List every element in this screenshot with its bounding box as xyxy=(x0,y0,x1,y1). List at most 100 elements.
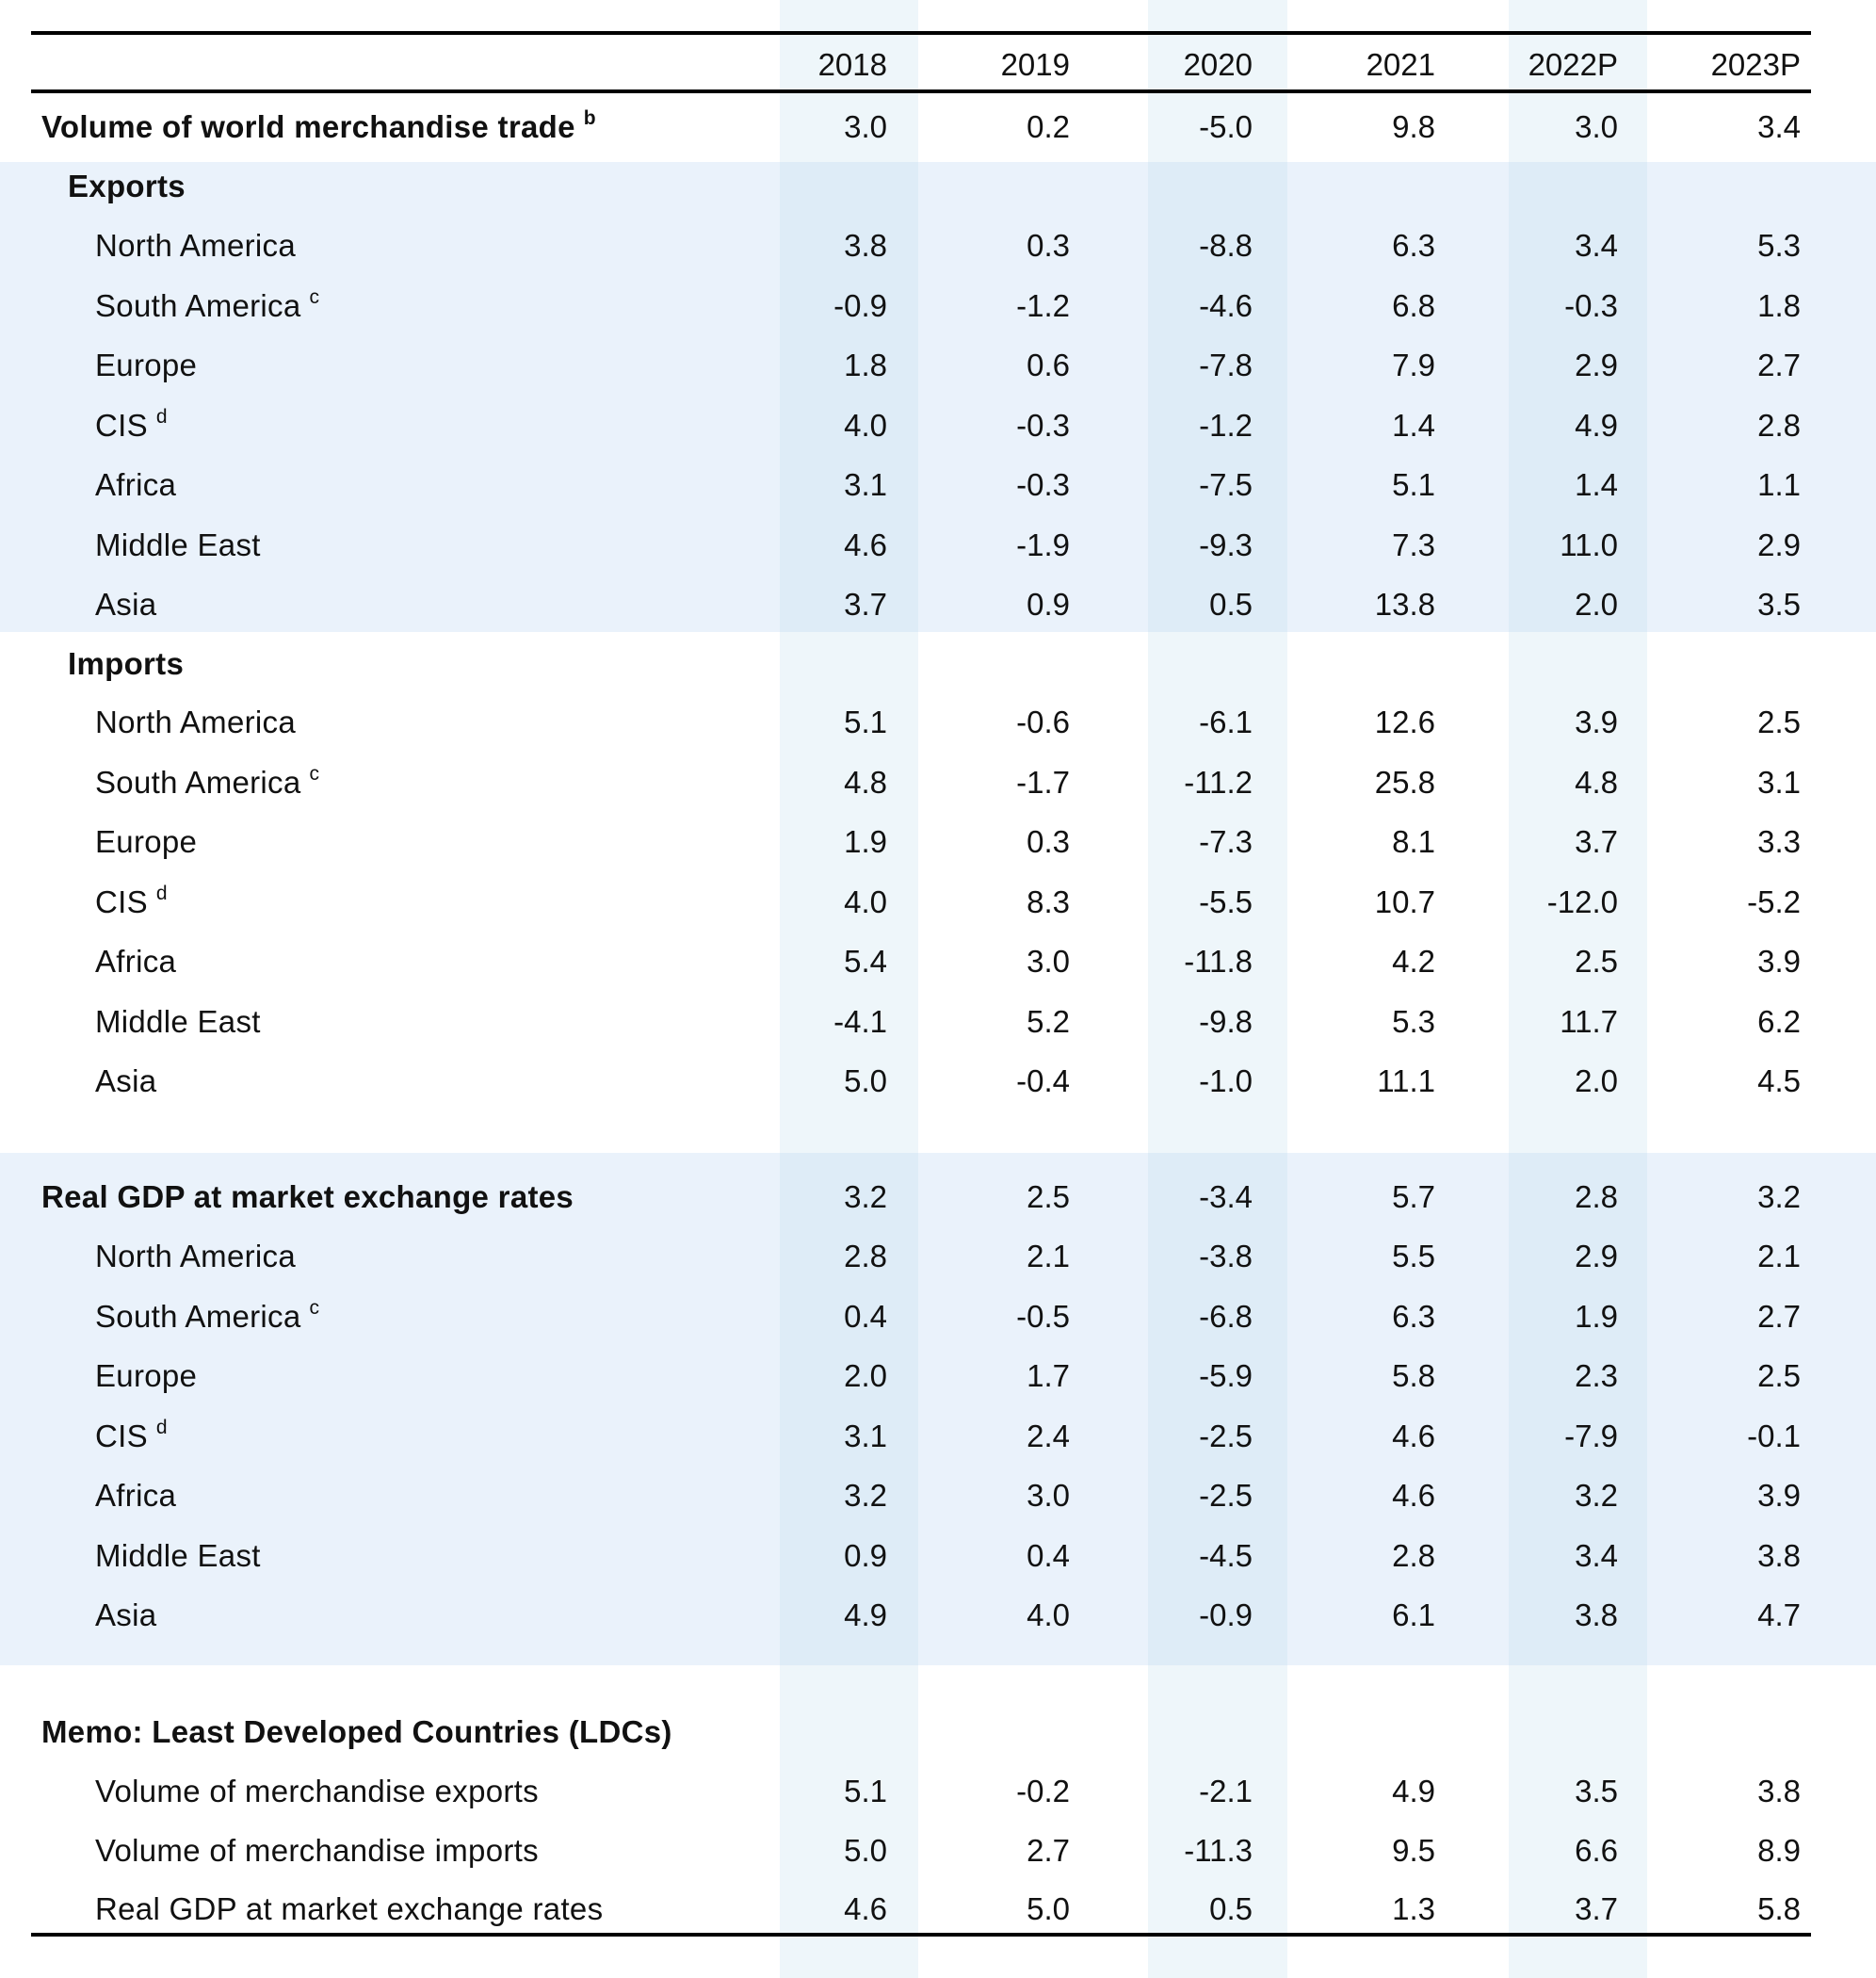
cell-value: 6.3 xyxy=(1392,228,1435,263)
cell-value: 2.5 xyxy=(1757,705,1801,739)
cell-value: 12.6 xyxy=(1374,705,1435,739)
cell-value: -9.8 xyxy=(1199,1004,1253,1039)
footnote-marker: d xyxy=(155,406,168,428)
cell-value: 2.9 xyxy=(1575,1239,1618,1273)
row-label-text: North America xyxy=(95,228,296,263)
row-label: South America c xyxy=(95,276,319,336)
cell-value: 2.7 xyxy=(1757,348,1801,382)
cell-value: 3.7 xyxy=(1575,1891,1618,1926)
cell-value: 4.2 xyxy=(1392,944,1435,979)
cell-value: 1.1 xyxy=(1757,467,1801,502)
cell-value: 4.6 xyxy=(1392,1478,1435,1513)
cell-value: -4.5 xyxy=(1199,1538,1253,1573)
cell-value: -4.1 xyxy=(833,1004,887,1039)
row-label: CIS d xyxy=(95,872,168,932)
cell-value: 2.3 xyxy=(1575,1358,1618,1393)
column-header-2021: 2021 xyxy=(1366,47,1435,82)
cell-value: -0.3 xyxy=(1016,408,1070,443)
cell-value: 0.2 xyxy=(1027,109,1070,144)
exports-row: Middle East 4.6 -1.9 -9.3 7.3 11.0 2.9 xyxy=(0,515,1876,576)
imports-row: Asia 5.0 -0.4 -1.0 11.1 2.0 4.5 xyxy=(0,1051,1876,1111)
imports-row: South America c 4.8 -1.7 -11.2 25.8 4.8 3.1 xyxy=(0,753,1876,813)
cell-value: -1.2 xyxy=(1016,288,1070,323)
cell-value: -0.9 xyxy=(833,288,887,323)
cell-value: 3.9 xyxy=(1757,944,1801,979)
cell-value: 4.9 xyxy=(1392,1774,1435,1808)
row-label: Real GDP at market exchange rates xyxy=(95,1879,603,1939)
imports-heading-row: Imports xyxy=(0,634,1876,694)
cell-value: 7.3 xyxy=(1392,527,1435,562)
row-label-text: North America xyxy=(95,705,296,739)
cell-value: 4.5 xyxy=(1757,1063,1801,1098)
cell-value: -5.5 xyxy=(1199,884,1253,919)
row-label: Middle East xyxy=(95,1526,261,1586)
row-label-text: Middle East xyxy=(95,527,261,562)
row-label: Asia xyxy=(95,1051,156,1111)
row-label-text: Asia xyxy=(95,1063,157,1098)
cell-value: 11.7 xyxy=(1560,1004,1618,1039)
cell-value: 3.9 xyxy=(1575,705,1618,739)
row-label-text: Memo: Least Developed Countries (LDCs) xyxy=(41,1714,672,1749)
cell-value: -5.2 xyxy=(1747,884,1801,919)
row-label: Middle East xyxy=(95,992,261,1052)
row-label: Europe xyxy=(95,1346,197,1406)
cell-value: 3.4 xyxy=(1757,109,1801,144)
world-trade-row: Volume of world merchandise trade b 3.0 0.2… xyxy=(0,97,1876,157)
cell-value: 4.0 xyxy=(1027,1597,1070,1632)
cell-value: -5.0 xyxy=(1199,109,1253,144)
cell-value: -7.9 xyxy=(1564,1419,1618,1453)
footnote-marker: d xyxy=(155,883,168,904)
row-label: Africa xyxy=(95,455,176,515)
cell-value: 3.5 xyxy=(1757,587,1801,622)
cell-value: 25.8 xyxy=(1374,765,1435,800)
cell-value: 5.3 xyxy=(1757,228,1801,263)
cell-value: 4.8 xyxy=(1575,765,1618,800)
cell-value: 2.5 xyxy=(1575,944,1618,979)
column-header-2019: 2019 xyxy=(1000,47,1070,82)
cell-value: 0.5 xyxy=(1209,1891,1253,1926)
row-label: Volume of world merchandise trade b xyxy=(41,97,596,157)
cell-value: -0.4 xyxy=(1016,1063,1070,1098)
cell-value: 3.4 xyxy=(1575,228,1618,263)
exports-heading-row: Exports xyxy=(0,156,1876,217)
cell-value: -2.5 xyxy=(1199,1419,1253,1453)
row-label: Europe xyxy=(95,812,197,872)
row-label: Volume of merchandise imports xyxy=(95,1821,539,1881)
cell-value: 2.8 xyxy=(844,1239,887,1273)
cell-value: -5.9 xyxy=(1199,1358,1253,1393)
row-label: Asia xyxy=(95,1585,156,1646)
cell-value: 11.1 xyxy=(1377,1063,1435,1098)
cell-value: -0.3 xyxy=(1016,467,1070,502)
row-label: Africa xyxy=(95,1466,176,1526)
cell-value: 8.1 xyxy=(1392,824,1435,859)
cell-value: 3.1 xyxy=(1757,765,1801,800)
memo-row: Volume of merchandise imports 5.0 2.7 -11.3… xyxy=(0,1821,1876,1881)
cell-value: 4.6 xyxy=(1392,1419,1435,1453)
cell-value: 3.2 xyxy=(1757,1179,1801,1214)
row-label-text: Middle East xyxy=(95,1004,261,1039)
memo-row: Volume of merchandise exports 5.1 -0.2 -2.1… xyxy=(0,1761,1876,1822)
imports-row: Africa 5.4 3.0 -11.8 4.2 2.5 3.9 xyxy=(0,932,1876,992)
cell-value: 5.5 xyxy=(1392,1239,1435,1273)
cell-value: 4.6 xyxy=(844,527,887,562)
cell-value: 3.2 xyxy=(844,1478,887,1513)
cell-value: 2.0 xyxy=(1575,587,1618,622)
cell-value: 3.4 xyxy=(1575,1538,1618,1573)
row-label-text: North America xyxy=(95,1239,296,1273)
row-label-text: Europe xyxy=(95,1358,198,1393)
cell-value: 3.1 xyxy=(844,467,887,502)
row-label: North America xyxy=(95,216,296,276)
row-label-text: Real GDP at market exchange rates xyxy=(95,1891,604,1926)
cell-value: -9.3 xyxy=(1199,527,1253,562)
cell-value: 3.7 xyxy=(844,587,887,622)
cell-value: 2.8 xyxy=(1392,1538,1435,1573)
exports-row: Europe 1.8 0.6 -7.8 7.9 2.9 2.7 xyxy=(0,335,1876,396)
cell-value: 2.9 xyxy=(1757,527,1801,562)
row-label-text: Middle East xyxy=(95,1538,261,1573)
gdp-region-row: South America c 0.4 -0.5 -6.8 6.3 1.9 2.7 xyxy=(0,1287,1876,1347)
cell-value: 0.6 xyxy=(1027,348,1070,382)
cell-value: 2.5 xyxy=(1757,1358,1801,1393)
row-label-text: South America xyxy=(95,765,301,800)
row-label: Africa xyxy=(95,932,176,992)
row-label: South America c xyxy=(95,753,319,813)
